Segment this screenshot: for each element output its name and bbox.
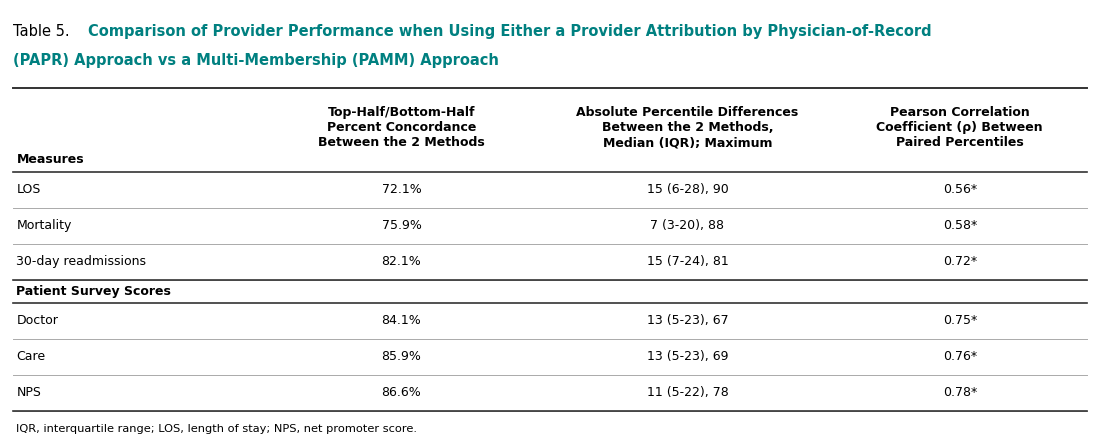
Text: 0.75*: 0.75* — [943, 314, 977, 327]
Text: Comparison of Provider Performance when Using Either a Provider Attribution by P: Comparison of Provider Performance when … — [88, 24, 932, 39]
Text: Care: Care — [16, 350, 45, 363]
Text: 75.9%: 75.9% — [382, 219, 421, 232]
Text: 72.1%: 72.1% — [382, 183, 421, 196]
Text: 0.56*: 0.56* — [943, 183, 977, 196]
Text: 0.72*: 0.72* — [943, 255, 977, 268]
Text: 85.9%: 85.9% — [382, 350, 421, 363]
Text: 7 (3-20), 88: 7 (3-20), 88 — [650, 219, 725, 232]
Text: 30-day readmissions: 30-day readmissions — [16, 255, 146, 268]
Text: Doctor: Doctor — [16, 314, 58, 327]
Text: 11 (5-22), 78: 11 (5-22), 78 — [647, 386, 728, 400]
Text: NPS: NPS — [16, 386, 42, 400]
Text: 82.1%: 82.1% — [382, 255, 421, 268]
Text: Pearson Correlation
Coefficient (ρ) Between
Paired Percentiles: Pearson Correlation Coefficient (ρ) Betw… — [877, 106, 1043, 149]
Text: 13 (5-23), 67: 13 (5-23), 67 — [647, 314, 728, 327]
Text: Top-Half/Bottom-Half
Percent Concordance
Between the 2 Methods: Top-Half/Bottom-Half Percent Concordance… — [318, 106, 485, 149]
Text: 0.78*: 0.78* — [943, 386, 977, 400]
Text: 84.1%: 84.1% — [382, 314, 421, 327]
Text: Absolute Percentile Differences
Between the 2 Methods,
Median (IQR); Maximum: Absolute Percentile Differences Between … — [576, 106, 799, 149]
Text: Patient Survey Scores: Patient Survey Scores — [16, 285, 172, 298]
Text: Table 5.: Table 5. — [13, 24, 75, 39]
Text: 15 (7-24), 81: 15 (7-24), 81 — [647, 255, 728, 268]
Text: 86.6%: 86.6% — [382, 386, 421, 400]
Text: IQR, interquartile range; LOS, length of stay; NPS, net promoter score.: IQR, interquartile range; LOS, length of… — [16, 424, 418, 434]
Text: 15 (6-28), 90: 15 (6-28), 90 — [647, 183, 728, 196]
Text: 0.76*: 0.76* — [943, 350, 977, 363]
Text: LOS: LOS — [16, 183, 41, 196]
Text: 0.58*: 0.58* — [943, 219, 977, 232]
Text: 13 (5-23), 69: 13 (5-23), 69 — [647, 350, 728, 363]
Text: Measures: Measures — [16, 153, 84, 166]
Text: (PAPR) Approach vs a Multi-Membership (PAMM) Approach: (PAPR) Approach vs a Multi-Membership (P… — [13, 53, 499, 68]
Text: Mortality: Mortality — [16, 219, 72, 232]
